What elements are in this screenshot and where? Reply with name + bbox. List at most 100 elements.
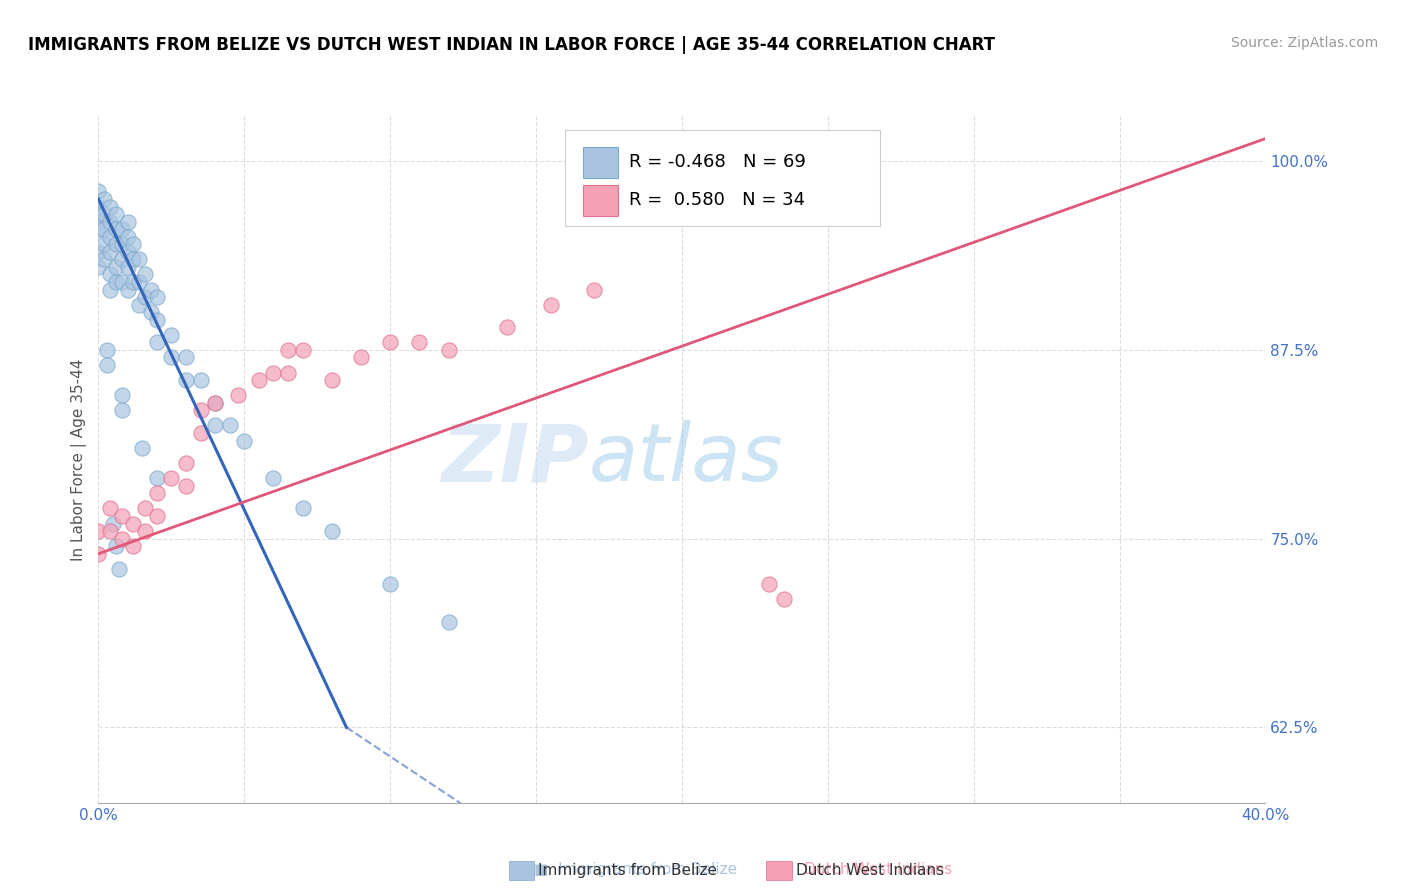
- Point: [139, 305, 162, 319]
- Point: [104, 539, 127, 553]
- Point: [96, 358, 118, 372]
- Point: [104, 237, 127, 252]
- Point: [495, 320, 517, 334]
- Point: [134, 524, 156, 538]
- Point: [98, 244, 121, 259]
- Point: [111, 237, 134, 252]
- Point: [134, 290, 156, 304]
- Point: [117, 260, 139, 274]
- Point: [408, 335, 430, 350]
- Point: [134, 501, 156, 516]
- Text: ■  Immigrants from Belize: ■ Immigrants from Belize: [534, 863, 737, 877]
- Point: [104, 260, 127, 274]
- Point: [204, 396, 226, 410]
- Point: [160, 327, 183, 342]
- Point: [174, 479, 197, 493]
- Point: [128, 252, 150, 267]
- Point: [98, 268, 121, 282]
- Point: [190, 425, 212, 440]
- Point: [262, 471, 284, 485]
- Point: [128, 298, 150, 312]
- Point: [247, 373, 270, 387]
- Point: [190, 373, 212, 387]
- Point: [160, 351, 183, 365]
- Point: [93, 237, 115, 252]
- Point: [291, 501, 314, 516]
- Point: [98, 501, 121, 516]
- Point: [87, 244, 110, 259]
- Point: [233, 434, 256, 448]
- Point: [98, 283, 121, 297]
- Point: [146, 471, 169, 485]
- Point: [277, 343, 299, 357]
- FancyBboxPatch shape: [565, 129, 880, 226]
- Text: ZIP: ZIP: [441, 420, 589, 499]
- Point: [174, 351, 197, 365]
- Point: [146, 290, 169, 304]
- Point: [146, 486, 169, 500]
- Point: [111, 532, 134, 546]
- Point: [146, 508, 169, 523]
- Point: [104, 275, 127, 289]
- Point: [98, 214, 121, 228]
- Point: [117, 214, 139, 228]
- Point: [350, 351, 373, 365]
- Point: [87, 222, 110, 236]
- Point: [758, 577, 780, 591]
- Point: [277, 366, 299, 380]
- Point: [117, 244, 139, 259]
- Point: [98, 200, 121, 214]
- Point: [773, 592, 796, 607]
- Point: [93, 192, 115, 206]
- Point: [204, 418, 226, 433]
- Point: [104, 222, 127, 236]
- Point: [111, 403, 134, 417]
- Point: [321, 524, 343, 538]
- Point: [174, 373, 197, 387]
- Point: [437, 343, 460, 357]
- Point: [228, 388, 250, 402]
- Point: [111, 508, 134, 523]
- Point: [98, 229, 121, 244]
- Point: [122, 252, 145, 267]
- Point: [87, 547, 110, 561]
- Point: [96, 343, 118, 357]
- Point: [87, 207, 110, 221]
- Point: [262, 366, 284, 380]
- Point: [111, 222, 134, 236]
- Point: [111, 252, 134, 267]
- Point: [291, 343, 314, 357]
- Point: [122, 516, 145, 531]
- Bar: [582, 147, 617, 178]
- Point: [93, 222, 115, 236]
- Text: IMMIGRANTS FROM BELIZE VS DUTCH WEST INDIAN IN LABOR FORCE | AGE 35-44 CORRELATI: IMMIGRANTS FROM BELIZE VS DUTCH WEST IND…: [28, 36, 995, 54]
- Point: [378, 577, 402, 591]
- Point: [87, 524, 110, 538]
- Text: Immigrants from Belize: Immigrants from Belize: [538, 863, 717, 878]
- Point: [146, 312, 169, 326]
- Point: [131, 441, 153, 455]
- Point: [128, 275, 150, 289]
- Point: [204, 396, 226, 410]
- Text: Dutch West Indians: Dutch West Indians: [796, 863, 943, 878]
- Text: Source: ZipAtlas.com: Source: ZipAtlas.com: [1230, 36, 1378, 50]
- Point: [160, 471, 183, 485]
- Point: [93, 207, 115, 221]
- Text: atlas: atlas: [589, 420, 783, 499]
- Text: ■  Dutch West Indians: ■ Dutch West Indians: [780, 863, 953, 877]
- Point: [378, 335, 402, 350]
- Point: [218, 418, 240, 433]
- Point: [583, 283, 606, 297]
- Text: R = -0.468   N = 69: R = -0.468 N = 69: [630, 153, 806, 171]
- Point: [134, 268, 156, 282]
- Point: [146, 335, 169, 350]
- Point: [190, 403, 212, 417]
- Point: [108, 562, 131, 576]
- Text: R =  0.580   N = 34: R = 0.580 N = 34: [630, 191, 806, 209]
- Point: [122, 539, 145, 553]
- Point: [437, 615, 460, 629]
- Point: [117, 229, 139, 244]
- Point: [98, 524, 121, 538]
- Point: [111, 388, 134, 402]
- Point: [93, 252, 115, 267]
